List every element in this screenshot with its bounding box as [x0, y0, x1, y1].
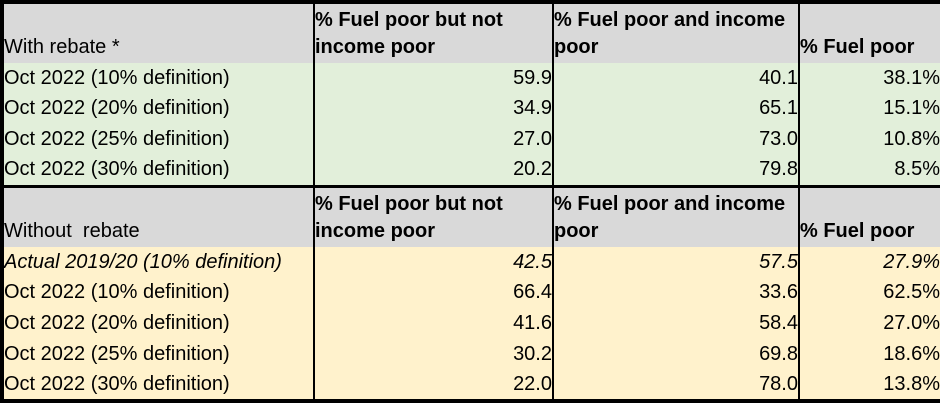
column-header-fuel-poor-not-income-poor: % Fuel poor but not income poor — [313, 2, 553, 63]
row-label-cell: Actual 2019/20 (10% definition) — [2, 246, 314, 278]
column-header-fuel-poor-not-income-poor: % Fuel poor but not income poor — [313, 184, 553, 247]
row-label-cell: Oct 2022 (20% definition) — [2, 308, 314, 340]
table-row: Oct 2022 (20% definition) 34.9 65.1 15.1… — [2, 93, 940, 125]
value-cell: 27.0% — [798, 308, 940, 340]
value-cell: 30.2 — [313, 339, 553, 371]
value-cell: 69.8 — [552, 339, 799, 371]
row-label-cell: Oct 2022 (25% definition) — [2, 124, 314, 156]
table-row-header-with-rebate: With rebate * % Fuel poor but not income… — [2, 2, 940, 63]
value-cell: 57.5 — [552, 246, 799, 278]
value-cell: 41.6 — [313, 308, 553, 340]
value-cell: 22.0 — [313, 370, 553, 401]
row-label-cell: Oct 2022 (30% definition) — [2, 370, 314, 401]
value-cell: 62.5% — [798, 277, 940, 309]
value-cell: 13.8% — [798, 370, 940, 401]
row-label-cell: Oct 2022 (25% definition) — [2, 339, 314, 371]
table-row: Oct 2022 (25% definition) 30.2 69.8 18.6… — [2, 339, 940, 371]
value-cell: 38.1% — [798, 62, 940, 94]
value-cell: 34.9 — [313, 93, 553, 125]
column-header-fuel-poor: % Fuel poor — [798, 2, 940, 63]
value-cell: 18.6% — [798, 339, 940, 371]
value-cell: 33.6 — [552, 277, 799, 309]
table-row-header-without-rebate: Without rebate % Fuel poor but not incom… — [2, 184, 940, 247]
value-cell: 65.1 — [552, 93, 799, 125]
table-row: Oct 2022 (25% definition) 27.0 73.0 10.8… — [2, 124, 940, 156]
value-cell: 20.2 — [313, 155, 553, 187]
table-row: Oct 2022 (10% definition) 59.9 40.1 38.1… — [2, 62, 940, 94]
value-cell: 66.4 — [313, 277, 553, 309]
row-label-cell: Oct 2022 (20% definition) — [2, 93, 314, 125]
row-label-cell: Oct 2022 (10% definition) — [2, 62, 314, 94]
value-cell: 79.8 — [552, 155, 799, 187]
value-cell: 78.0 — [552, 370, 799, 401]
column-header-fuel-poor-and-income-poor: % Fuel poor and income poor — [552, 184, 799, 247]
value-cell: 8.5% — [798, 155, 940, 187]
value-cell: 27.0 — [313, 124, 553, 156]
row-label-cell: Oct 2022 (10% definition) — [2, 277, 314, 309]
value-cell: 27.9% — [798, 246, 940, 278]
table-row: Oct 2022 (20% definition) 41.6 58.4 27.0… — [2, 308, 940, 340]
value-cell: 42.5 — [313, 246, 553, 278]
value-cell: 59.9 — [313, 62, 553, 94]
section-label-with-rebate: With rebate * — [2, 2, 314, 63]
value-cell: 10.8% — [798, 124, 940, 156]
table-row: Actual 2019/20 (10% definition) 42.5 57.… — [2, 246, 940, 278]
value-cell: 58.4 — [552, 308, 799, 340]
table-row: Oct 2022 (30% definition) 20.2 79.8 8.5% — [2, 155, 940, 187]
row-label-cell: Oct 2022 (30% definition) — [2, 155, 314, 187]
value-cell: 40.1 — [552, 62, 799, 94]
section-label-without-rebate: Without rebate — [2, 184, 314, 247]
value-cell: 73.0 — [552, 124, 799, 156]
value-cell: 15.1% — [798, 93, 940, 125]
column-header-fuel-poor: % Fuel poor — [798, 184, 940, 247]
table-row: Oct 2022 (30% definition) 22.0 78.0 13.8… — [2, 370, 940, 401]
column-header-fuel-poor-and-income-poor: % Fuel poor and income poor — [552, 2, 799, 63]
table-row: Oct 2022 (10% definition) 66.4 33.6 62.5… — [2, 277, 940, 309]
